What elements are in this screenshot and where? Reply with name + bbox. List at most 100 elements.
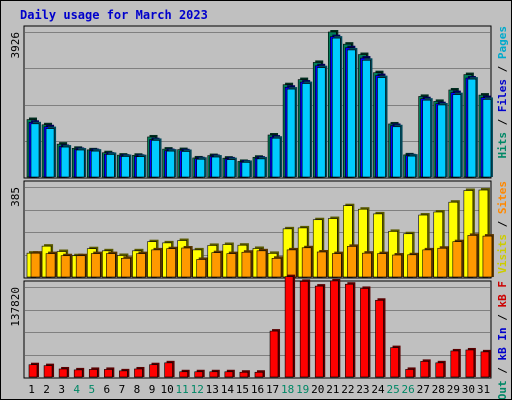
ylabel-part: / — [496, 361, 509, 381]
bar-pages — [90, 150, 100, 178]
x-tick-label: 13 — [206, 383, 219, 396]
x-tick-label: 30 — [462, 383, 475, 396]
x-tick-label: 6 — [104, 383, 111, 396]
x-tick-label: 7 — [119, 383, 126, 396]
ylabel-part: / — [496, 112, 509, 132]
bar-pages — [437, 104, 447, 178]
bar-kb-f — [28, 364, 38, 378]
x-tick-label: 29 — [447, 383, 460, 396]
bar-sites — [392, 254, 402, 278]
bar-pages — [211, 156, 221, 178]
x-tick-label: 20 — [311, 383, 324, 396]
bar-sites — [75, 255, 86, 278]
bar-pages — [196, 158, 206, 178]
x-tick-label: 1 — [28, 383, 35, 396]
bar-kb-f — [149, 364, 158, 378]
bar-sites — [90, 253, 101, 278]
bar-pages — [106, 154, 115, 178]
x-tick-label: 4 — [73, 383, 80, 396]
bar-sites — [301, 247, 312, 278]
bar-sites — [241, 251, 252, 278]
bar-pages — [256, 158, 266, 178]
ylabel-part: Visits — [496, 234, 509, 274]
bar-kb-f — [58, 368, 68, 378]
bar-pages — [286, 88, 296, 178]
bar-sites — [407, 254, 417, 278]
bar-kb-f — [375, 299, 384, 378]
bar-kb-f — [420, 361, 429, 378]
bar-kb-f — [345, 283, 354, 378]
bar-sites — [106, 253, 116, 278]
bar-sites — [226, 253, 237, 278]
x-tick-label: 11 — [176, 383, 189, 396]
bar-kb-f — [104, 369, 113, 378]
ylabel-part: / — [496, 59, 509, 79]
ylabel-part: Files — [496, 79, 509, 112]
bar-pages — [362, 59, 371, 178]
x-tick-label: 18 — [281, 383, 294, 396]
bar-kb-f — [390, 347, 399, 378]
bar-kb-f — [254, 371, 264, 378]
x-tick-label: 12 — [191, 383, 204, 396]
bar-sites — [30, 252, 41, 278]
bar-kb-f — [450, 350, 460, 378]
ylabel-part: kB Out — [496, 380, 509, 399]
bar-pages — [331, 37, 341, 178]
bar-pages — [226, 159, 236, 178]
bar-sites — [377, 253, 387, 278]
bar-sites — [452, 241, 463, 278]
x-tick-label: 16 — [251, 383, 264, 396]
bar-sites — [181, 247, 191, 278]
bar-pages — [136, 156, 145, 178]
x-tick-label: 5 — [88, 383, 95, 396]
bar-sites — [151, 249, 161, 278]
ylabel-part: Hits — [496, 132, 509, 159]
x-tick-label: 17 — [266, 383, 279, 396]
bar-pages — [407, 155, 416, 178]
bar-sites — [316, 251, 327, 278]
bar-pages — [316, 67, 326, 178]
bar-kb-f — [269, 330, 279, 378]
x-tick-label: 23 — [356, 383, 369, 396]
bar-pages — [301, 83, 311, 178]
bar-kb-f — [239, 371, 249, 378]
panel-visits-sites-ylabel: Visits / Sites — [496, 181, 509, 274]
bar-kb-f — [209, 371, 219, 378]
bar-kb-f — [134, 368, 143, 378]
x-tick-label: 14 — [221, 383, 235, 396]
bar-kb-f — [179, 371, 188, 378]
bar-pages — [377, 77, 386, 178]
x-tick-label: 10 — [160, 383, 173, 396]
x-tick-label: 9 — [149, 383, 156, 396]
bar-kb-f — [299, 281, 309, 378]
bar-sites — [422, 249, 432, 278]
x-tick-label: 24 — [371, 383, 385, 396]
bar-sites — [196, 259, 207, 278]
bar-sites — [362, 252, 372, 278]
x-tick-label: 22 — [341, 383, 354, 396]
bar-sites — [60, 255, 71, 278]
bar-pages — [467, 78, 477, 178]
panel-pages-files-hits-ymax-label: 3926 — [9, 32, 22, 59]
bar-pages — [482, 99, 492, 178]
bar-kb-f — [119, 370, 128, 378]
bar-kb-f — [43, 365, 53, 378]
bar-sites — [331, 253, 342, 278]
bar-pages — [45, 128, 55, 178]
ylabel-part: / — [496, 308, 509, 328]
bar-sites — [286, 249, 297, 278]
bar-sites — [45, 253, 56, 278]
bar-pages — [121, 156, 130, 178]
ylabel-part: kB F — [496, 281, 509, 308]
bar-pages — [422, 99, 431, 178]
bar-sites — [166, 248, 176, 278]
x-tick-label: 3 — [58, 383, 65, 396]
bar-kb-f — [465, 349, 475, 378]
bar-kb-f — [224, 371, 234, 378]
bar-kb-f — [329, 280, 339, 378]
x-tick-label: 25 — [386, 383, 399, 396]
bar-sites — [256, 250, 267, 278]
bar-pages — [181, 151, 190, 178]
bar-pages — [347, 49, 356, 178]
